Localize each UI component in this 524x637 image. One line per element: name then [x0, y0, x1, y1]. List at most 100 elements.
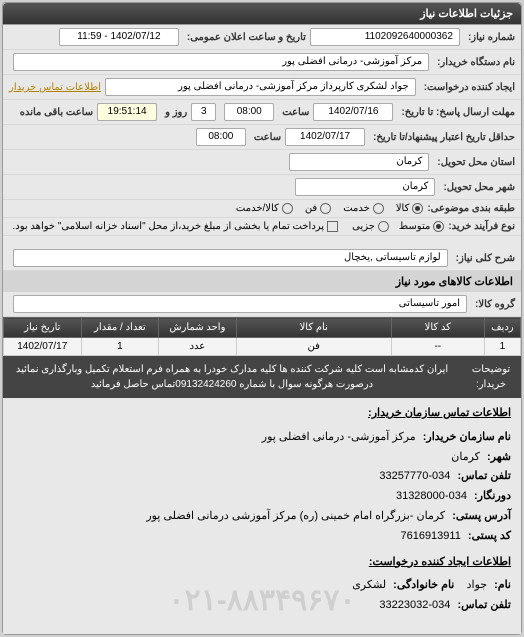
contact-lastname-value: لشکری: [352, 579, 386, 591]
panel-header: جزئیات اطلاعات نیاز: [3, 3, 521, 25]
contact-phone2-row: تلفن تماس: 034-33223032: [13, 596, 511, 616]
contact-name-row: نام: جواد نام خانوادگی: لشکری: [13, 576, 511, 596]
buyer-note-row: توضیحات خریدار: ایران کدمشابه است کلیه ش…: [3, 356, 521, 398]
number-field: 1102092640000362: [310, 28, 460, 46]
validity-time: 08:00: [196, 128, 246, 146]
row-category: طبقه بندی موضوعی: کالا خدمت فن کالا/خدمت: [3, 200, 521, 218]
goods-section-title: اطلاعات کالاهای مورد نیاز: [3, 271, 521, 292]
buyer-label: نام دستگاه خریدار:: [437, 57, 515, 68]
contact-fax-label: دورنگار:: [474, 490, 511, 502]
table-row[interactable]: 1 -- فن عدد 1 1402/07/17: [4, 338, 521, 356]
contact-postal-row: کد پستی: 7616913911: [13, 527, 511, 547]
remaining-time: 19:51:14: [97, 103, 157, 121]
creator-label: ایجاد کننده درخواست:: [424, 82, 515, 93]
remaining-label: روز و: [165, 107, 187, 118]
row-number: شماره نیاز: 1102092640000362 تاریخ و ساع…: [3, 25, 521, 50]
row-creator: ایجاد کننده درخواست: جواد لشکری کارپرداز…: [3, 75, 521, 100]
contact-section1-title: اطلاعات تماس سازمان خریدار:: [13, 404, 511, 424]
category-option-label: کالا/خدمت: [236, 203, 279, 214]
buyer-field: مرکز آموزشی- درمانی افضلی پور: [13, 53, 429, 71]
process-option-label: متوسط: [399, 221, 430, 232]
radio-icon: [378, 221, 389, 232]
checkbox-icon: [327, 221, 338, 232]
contact-org-row: نام سازمان خریدار: مرکز آموزشی- درمانی ا…: [13, 428, 511, 448]
contact-fax-value: 034-31328000: [396, 490, 467, 502]
category-option-label: فن: [305, 203, 317, 214]
time-label-2: ساعت: [254, 132, 281, 143]
radio-icon: [412, 203, 423, 214]
process-label: نوع فرآیند خرید:: [448, 221, 515, 232]
deadline-label: مهلت ارسال پاسخ: تا تاریخ:: [401, 107, 515, 118]
number-label: شماره نیاز:: [468, 32, 515, 43]
contact-lastname-label: نام خانوادگی:: [393, 579, 454, 591]
goods-group-label: گروه کالا:: [475, 299, 515, 310]
contact-section: اطلاعات تماس سازمان خریدار: نام سازمان خ…: [3, 398, 521, 634]
process-option-0[interactable]: متوسط: [399, 221, 444, 232]
th-2: نام کالا: [236, 318, 391, 338]
payment-note: پرداخت تمام یا بخشی از مبلغ خرید،از محل …: [12, 221, 324, 232]
category-options: کالا خدمت فن کالا/خدمت: [9, 203, 423, 214]
th-5: تاریخ نیاز: [4, 318, 82, 338]
contact-postal-value: 7616913911: [400, 530, 460, 542]
announce-field: 1402/07/12 - 11:59: [59, 28, 179, 46]
td-5: 1402/07/17: [4, 338, 82, 356]
category-option-3[interactable]: کالا/خدمت: [236, 203, 293, 214]
city-field: کرمان: [295, 178, 435, 196]
deadline-date: 1402/07/16: [313, 103, 393, 121]
buyer-note-label: توضیحات خریدار:: [461, 356, 521, 398]
radio-icon: [373, 203, 384, 214]
payment-checkbox[interactable]: پرداخت تمام یا بخشی از مبلغ خرید،از محل …: [12, 221, 338, 232]
contact-fax-row: دورنگار: 034-31328000: [13, 487, 511, 507]
row-city: شهر محل تحویل: کرمان: [3, 175, 521, 200]
contact-city-row: شهر: کرمان: [13, 448, 511, 468]
process-options: متوسط جزیی: [352, 221, 444, 232]
announce-label: تاریخ و ساعت اعلان عمومی:: [187, 32, 306, 43]
row-need-desc: شرح کلی نیاز: لوازم تاسیساتی ,یخچال: [3, 246, 521, 271]
contact-city-label: شهر:: [487, 451, 511, 463]
contact-city-value: کرمان: [451, 451, 480, 463]
contact-phone-row: تلفن تماس: 034-33257770: [13, 467, 511, 487]
td-2: فن: [236, 338, 391, 356]
need-desc-label: شرح کلی نیاز:: [456, 253, 515, 264]
province-label: استان محل تحویل:: [437, 157, 515, 168]
validity-date: 1402/07/17: [285, 128, 365, 146]
process-option-label: جزیی: [352, 221, 375, 232]
radio-icon: [320, 203, 331, 214]
contact-postal-label: کد پستی:: [468, 530, 511, 542]
th-1: کد کالا: [391, 318, 484, 338]
province-field: کرمان: [289, 153, 429, 171]
category-option-2[interactable]: فن: [305, 203, 331, 214]
contact-buyer-link[interactable]: اطلاعات تماس خریدار: [9, 82, 101, 93]
row-province: استان محل تحویل: کرمان: [3, 150, 521, 175]
buyer-note-text: ایران کدمشابه است کلیه شرکت کننده ها کلی…: [3, 356, 461, 398]
contact-address-label: آدرس پستی:: [452, 510, 511, 522]
contact-phone-value: 034-33257770: [379, 470, 450, 482]
row-process: نوع فرآیند خرید: متوسط جزیی پرداخت تمام …: [3, 218, 521, 236]
validity-label: حداقل تاریخ اعتبار پیشنهاد/تا تاریخ:: [373, 132, 515, 143]
radio-icon: [282, 203, 293, 214]
creator-field: جواد لشکری کارپرداز مرکز آموزشی- درمانی …: [105, 78, 416, 96]
category-option-0[interactable]: کالا: [396, 203, 424, 214]
th-0: ردیف: [484, 318, 520, 338]
days-remaining: 3: [191, 103, 216, 121]
contact-phone-label: تلفن تماس:: [457, 470, 511, 482]
table-header-row: ردیف کد کالا نام کالا واحد شمارش تعداد /…: [4, 318, 521, 338]
category-label: طبقه بندی موضوعی:: [427, 203, 515, 214]
goods-group-field: امور تاسیساتی: [13, 295, 467, 313]
contact-section2-title: اطلاعات ایجاد کننده درخواست:: [13, 553, 511, 573]
row-goods-group: گروه کالا: امور تاسیساتی: [3, 292, 521, 317]
category-option-label: کالا: [396, 203, 410, 214]
contact-address-value: کرمان -بزرگراه امام خمینی (ره) مرکز آموز…: [146, 510, 445, 522]
contact-name-value: جواد: [467, 579, 487, 591]
category-option-1[interactable]: خدمت: [343, 203, 384, 214]
time-label-1: ساعت: [282, 107, 309, 118]
row-deadline: مهلت ارسال پاسخ: تا تاریخ: 1402/07/16 سا…: [3, 100, 521, 125]
process-option-1[interactable]: جزیی: [352, 221, 389, 232]
contact-phone2-label: تلفن تماس:: [457, 599, 511, 611]
contact-address-row: آدرس پستی: کرمان -بزرگراه امام خمینی (ره…: [13, 507, 511, 527]
th-4: تعداد / مقدار: [81, 318, 159, 338]
remaining-suffix: ساعت باقی مانده: [20, 107, 93, 118]
contact-name-label: نام:: [494, 579, 511, 591]
contact-phone2-value: 034-33223032: [379, 599, 450, 611]
org-value: مرکز آموزشی- درمانی افضلی پور: [262, 431, 416, 443]
